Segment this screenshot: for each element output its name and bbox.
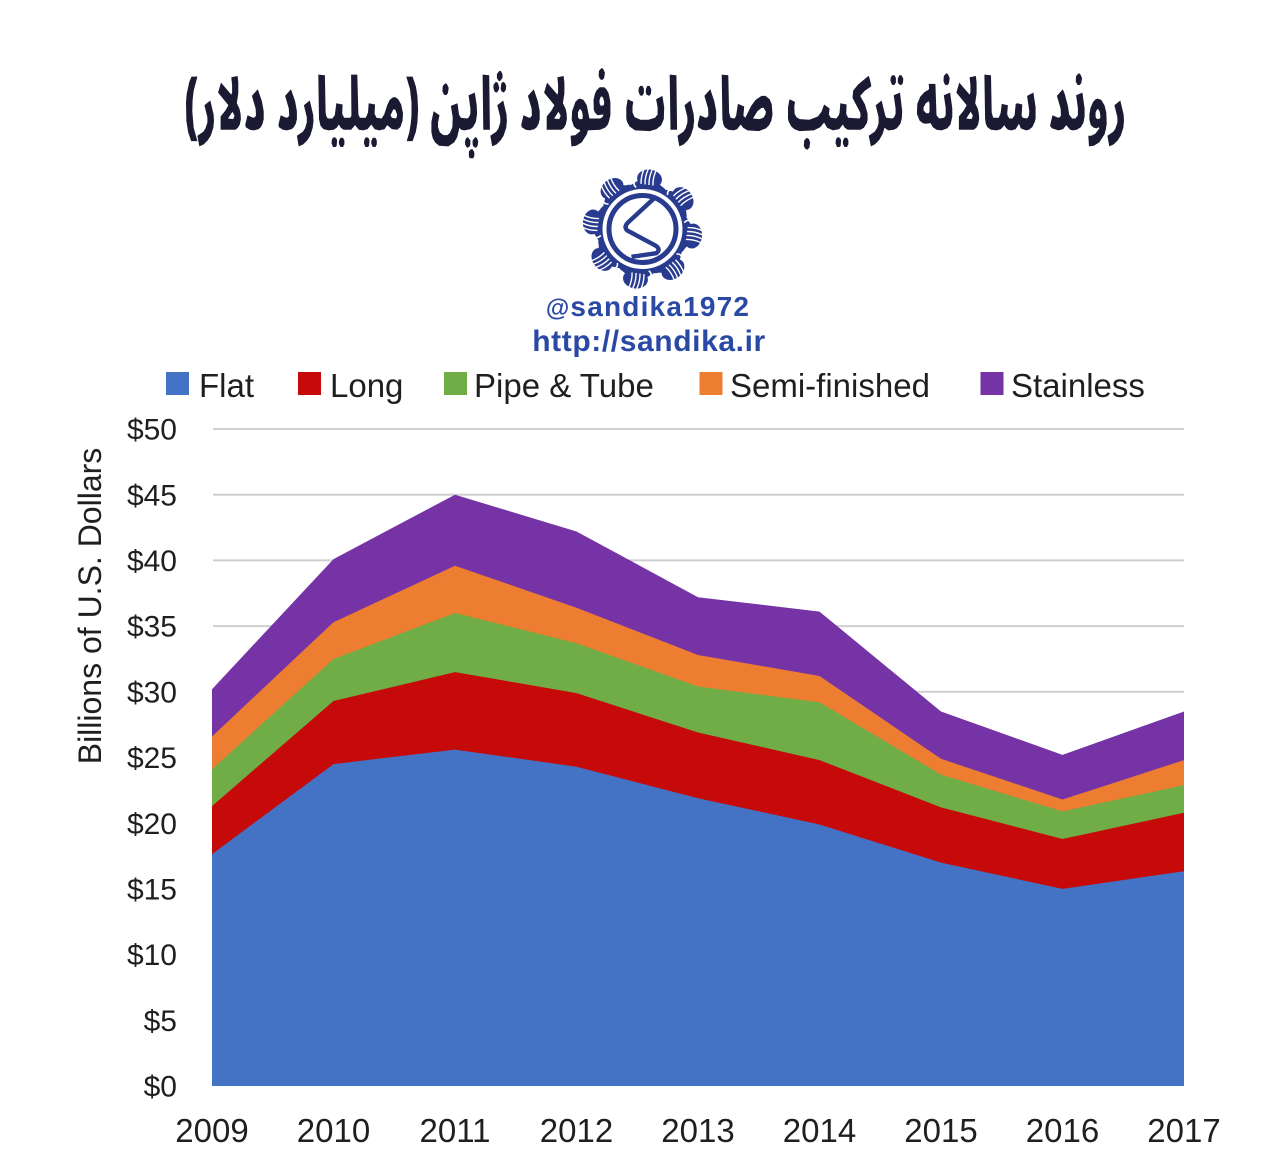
svg-text:2013: 2013 — [661, 1112, 734, 1149]
svg-text:Semi-finished: Semi-finished — [730, 367, 930, 404]
svg-text:$10: $10 — [127, 939, 177, 972]
svg-text:$25: $25 — [127, 742, 177, 775]
svg-text:$50: $50 — [127, 414, 177, 447]
svg-text:$30: $30 — [127, 676, 177, 709]
svg-text:2009: 2009 — [175, 1112, 248, 1149]
svg-text:$40: $40 — [127, 545, 177, 578]
svg-text:2015: 2015 — [904, 1112, 977, 1149]
svg-text:$5: $5 — [144, 1005, 177, 1038]
svg-text:$15: $15 — [127, 874, 177, 907]
svg-text:$35: $35 — [127, 611, 177, 644]
svg-text:2011: 2011 — [420, 1112, 491, 1149]
svg-text:Billions of U.S. Dollars: Billions of U.S. Dollars — [72, 448, 108, 765]
svg-text:2014: 2014 — [783, 1112, 856, 1149]
svg-text:http://sandika.ir: http://sandika.ir — [532, 325, 766, 358]
svg-text:$0: $0 — [144, 1071, 177, 1104]
svg-text:$45: $45 — [127, 479, 177, 512]
svg-text:2012: 2012 — [540, 1112, 613, 1149]
svg-text:Flat: Flat — [199, 367, 254, 404]
svg-text:2016: 2016 — [1026, 1112, 1099, 1149]
svg-text:Long: Long — [330, 367, 403, 404]
svg-text:@sandika1972: @sandika1972 — [546, 291, 750, 322]
svg-text:2010: 2010 — [297, 1112, 370, 1149]
svg-text:$20: $20 — [127, 808, 177, 841]
svg-text:Stainless: Stainless — [1011, 367, 1145, 404]
svg-text:2017: 2017 — [1147, 1112, 1220, 1149]
svg-text:Pipe & Tube: Pipe & Tube — [474, 367, 654, 404]
